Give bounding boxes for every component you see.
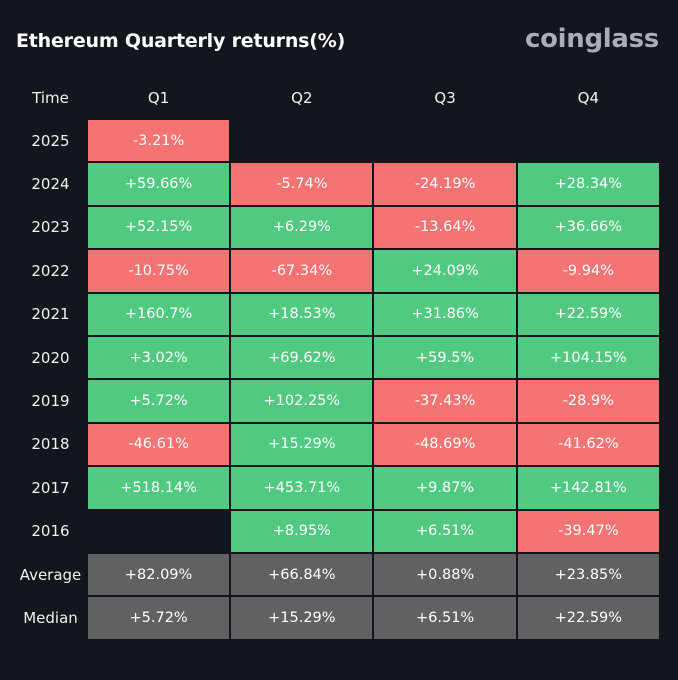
return-cell-q1: +5.72% (86, 596, 231, 640)
return-cell-q3: +6.51% (373, 509, 517, 553)
return-cell-q2: +18.53% (230, 292, 374, 336)
row-label: Average (19, 565, 82, 584)
table-row: 2025 -3.21% (14, 119, 660, 163)
table-row: Average +82.09% +66.84% +0.88% +23.85% (14, 552, 660, 597)
table-row: 2023 +52.15% +6.29% -13.64% +36.66% (14, 205, 660, 250)
return-cell-q1: +82.09% (86, 552, 231, 597)
table-row: 2019 +5.72% +102.25% -37.43% -28.9% (14, 379, 660, 423)
return-cell-q1: +52.15% (86, 205, 231, 250)
row-label: 2020 (31, 348, 70, 367)
row-label: 2016 (31, 522, 70, 541)
table-row: 2016 +8.95% +6.51% -39.47% (14, 509, 660, 553)
row-label: 2017 (31, 478, 70, 497)
return-cell-q4: +104.15% (516, 335, 660, 380)
return-cell-q4: -41.62% (516, 422, 660, 467)
return-cell-q4: +22.59% (516, 596, 660, 640)
return-cell-q2: -5.74% (230, 162, 374, 206)
return-cell-q4 (516, 119, 660, 163)
return-cell-q4: +36.66% (516, 205, 660, 250)
table-body: 2025 -3.21% 2024 +59.66% -5.74% -24.19% +28.34… (14, 119, 660, 640)
return-cell-q1: +160.7% (86, 292, 231, 336)
table-row: 2020 +3.02% +69.62% +59.5% +104.15% (14, 335, 660, 380)
return-cell-q4: +142.81% (516, 466, 660, 510)
return-cell-q2: +66.84% (230, 552, 374, 597)
return-cell-q1: +5.72% (86, 379, 231, 423)
table-row: Median +5.72% +15.29% +6.51% +22.59% (14, 596, 660, 640)
return-cell-q3: -37.43% (373, 379, 517, 423)
row-label: 2025 (31, 131, 70, 150)
column-header-q2: Q2 (291, 89, 313, 107)
return-cell-q2: +6.29% (230, 205, 374, 250)
column-header-q4: Q4 (577, 89, 600, 107)
return-cell-q1: +3.02% (86, 335, 231, 380)
return-cell-q3: +9.87% (373, 466, 517, 510)
return-cell-q2 (230, 119, 374, 163)
returns-table: Time Q1 Q2 Q3 Q4 2025 -3.21% 2024 +59.66% -5… (14, 77, 660, 640)
return-cell-q3: -24.19% (373, 162, 517, 206)
return-cell-q3: +6.51% (373, 596, 517, 640)
return-cell-q3: +0.88% (373, 552, 517, 597)
return-cell-q2: +8.95% (230, 509, 374, 553)
row-label: Median (23, 608, 78, 627)
column-header-time: Time (32, 89, 69, 107)
row-label: 2023 (31, 218, 70, 237)
return-cell-q2: +453.71% (230, 466, 374, 510)
return-cell-q4: +22.59% (516, 292, 660, 336)
return-cell-q1: +518.14% (86, 466, 231, 510)
row-label: 2021 (31, 305, 70, 324)
return-cell-q1 (86, 509, 231, 553)
chart-title: Ethereum Quarterly returns(%) (16, 30, 346, 52)
return-cell-q3: +24.09% (373, 249, 517, 293)
column-header-q3: Q3 (434, 89, 456, 107)
return-cell-q1: -46.61% (86, 422, 231, 467)
return-cell-q1: +59.66% (86, 162, 231, 206)
table-row: 2018 -46.61% +15.29% -48.69% -41.62% (14, 422, 660, 467)
table-row: 2024 +59.66% -5.74% -24.19% +28.34% (14, 162, 660, 206)
return-cell-q2: +15.29% (230, 422, 374, 467)
row-label: 2019 (31, 392, 70, 411)
return-cell-q3: +59.5% (373, 335, 517, 380)
return-cell-q3: +31.86% (373, 292, 517, 336)
return-cell-q2: -67.34% (230, 249, 374, 293)
return-cell-q3 (373, 119, 517, 163)
return-cell-q4: +28.34% (516, 162, 660, 206)
row-label: 2024 (31, 175, 70, 194)
table-row: 2017 +518.14% +453.71% +9.87% +142.81% (14, 466, 660, 510)
return-cell-q2: +102.25% (230, 379, 374, 423)
return-cell-q4: +23.85% (516, 552, 660, 597)
table-header-row: Time Q1 Q2 Q3 Q4 (14, 77, 660, 119)
table-row: 2022 -10.75% -67.34% +24.09% -9.94% (14, 249, 660, 293)
return-cell-q1: -10.75% (86, 249, 231, 293)
brand-logo: coinglass (524, 24, 659, 54)
return-cell-q2: +15.29% (230, 596, 374, 640)
row-label: 2022 (31, 261, 70, 280)
return-cell-q4: -9.94% (516, 249, 660, 293)
return-cell-q3: -48.69% (373, 422, 517, 467)
table-row: 2021 +160.7% +18.53% +31.86% +22.59% (14, 292, 660, 336)
return-cell-q4: -39.47% (516, 509, 660, 553)
return-cell-q1: -3.21% (86, 119, 231, 163)
return-cell-q3: -13.64% (373, 205, 517, 250)
column-header-q1: Q1 (147, 89, 170, 107)
row-label: 2018 (31, 435, 70, 454)
return-cell-q4: -28.9% (516, 379, 660, 423)
return-cell-q2: +69.62% (230, 335, 374, 380)
